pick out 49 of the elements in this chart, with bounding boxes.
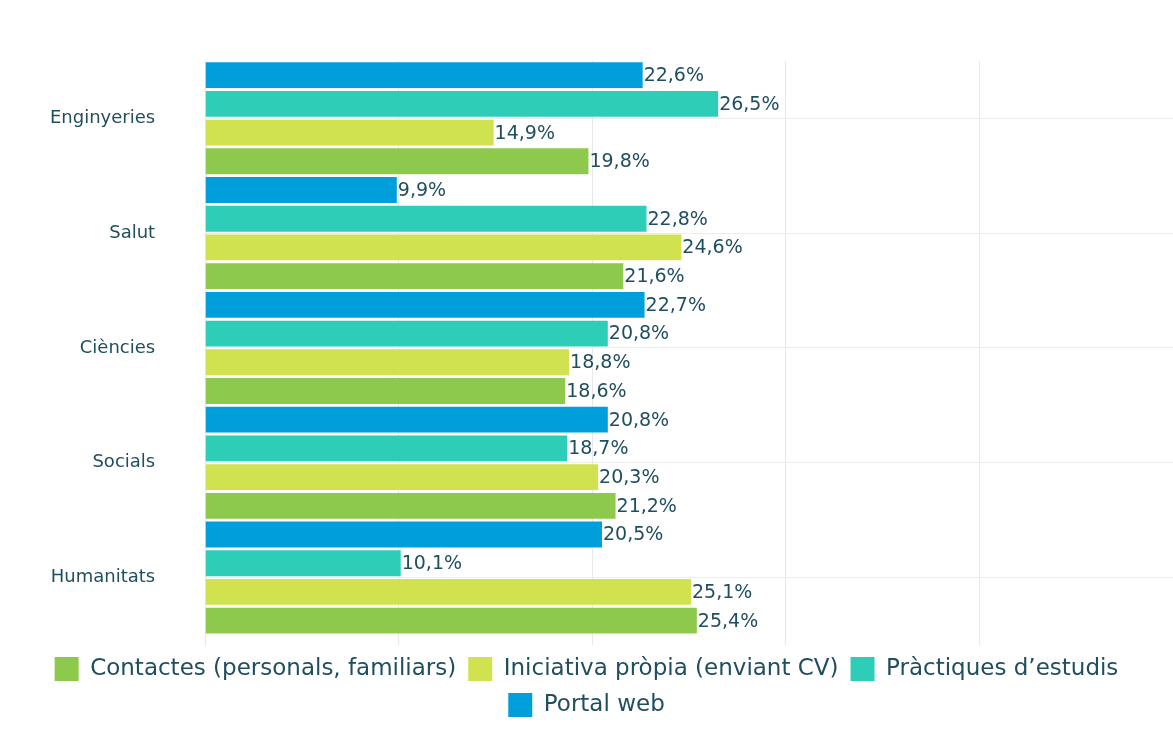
data-label: 20,8% [608,407,670,430]
bar [205,550,401,577]
bar [205,90,719,117]
data-label: 19,8% [589,149,650,172]
bar [205,234,682,261]
bar [205,607,697,634]
data-label: 25,1% [692,579,753,602]
bar [205,464,599,491]
data-label: 20,5% [603,522,664,545]
y-tick-label: Ciències [79,335,156,357]
bar [205,579,692,605]
data-label: 22,7% [645,292,706,315]
bar [205,119,494,146]
bar [205,177,397,203]
legend-label: Contactes (personals, familiars) [90,653,457,680]
legend-label: Iniciativa pròpia (enviant CV) [503,653,839,680]
bar [205,205,647,232]
bar [205,435,568,462]
data-label: 25,4% [697,608,759,631]
bar [205,349,570,376]
data-label: 18,6% [566,378,627,401]
data-label: 26,5% [719,91,780,114]
bar [205,378,566,404]
bar [205,521,602,548]
legend-label: Pràctiques d’estudis [886,653,1119,680]
data-label: 10,1% [401,551,463,574]
data-label: 20,8% [608,321,670,344]
y-tick-label: Enginyeries [49,105,156,127]
y-tick-label: Salut [109,220,156,242]
data-label: 21,6% [624,264,685,287]
data-label: 9,9% [397,177,447,200]
y-tick-label: Socials [92,450,156,472]
bar [205,406,608,433]
data-label: 22,6% [643,63,704,86]
y-tick-label: Humanitats [50,565,156,587]
data-label: 22,8% [647,206,708,229]
bar [205,148,589,175]
bar [205,62,643,89]
bar [205,263,624,290]
legend-label: Portal web [543,689,665,716]
data-label: 24,6% [682,235,743,258]
data-label: 14,9% [494,120,555,143]
data-label: 21,2% [616,493,677,516]
bar [205,320,608,347]
data-label: 18,8% [570,350,631,373]
data-label: 20,3% [599,465,660,488]
bar [205,291,645,318]
bar [205,492,616,519]
data-label: 18,7% [568,436,629,459]
